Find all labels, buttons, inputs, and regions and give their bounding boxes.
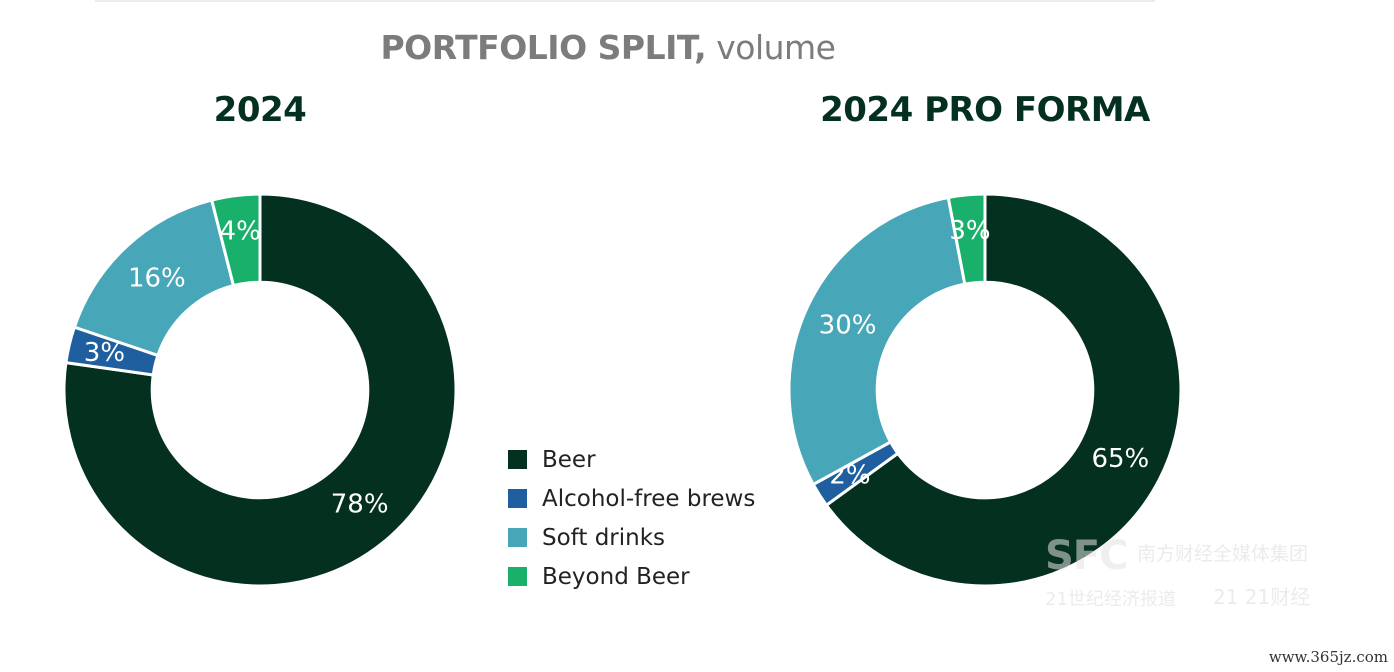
legend-swatch-beer — [508, 450, 527, 469]
donut-slice-soft-drinks — [787, 195, 967, 486]
watermark-line-2: 21世纪经济报道 — [1045, 589, 1176, 610]
watermark-line-1: 南方财经全媒体集团 — [1137, 543, 1309, 565]
legend-swatch-beyond-beer — [508, 567, 527, 586]
top-divider — [95, 0, 1155, 2]
data-label-soft-drinks: 30% — [819, 310, 877, 340]
legend-item-soft-drinks: Soft drinks — [508, 518, 755, 557]
donut-slice-beer — [62, 192, 458, 588]
chart-title-2024-pro-forma: 2024 PRO FORMA — [820, 90, 1150, 130]
legend-label-soft-drinks: Soft drinks — [542, 524, 666, 551]
legend-label-beyond-beer: Beyond Beer — [542, 563, 690, 590]
data-label-beyond-beer: 4% — [220, 216, 261, 246]
data-label-beer: 65% — [1091, 444, 1149, 474]
page-title-rest: volume — [706, 28, 836, 67]
donut-slice-beer — [824, 192, 1183, 588]
chart-legend: Beer Alcohol-free brews Soft drinks Beyo… — [508, 440, 755, 596]
donut-slice-beyond-beer — [946, 192, 987, 286]
watermark: SFC 南方财经全媒体集团 21世纪经济报道 21 21财经 — [1045, 533, 1345, 623]
legend-item-beer: Beer — [508, 440, 755, 479]
page-title: PORTFOLIO SPLIT, volume — [0, 28, 1216, 67]
chart-title-2024: 2024 — [213, 90, 307, 130]
legend-swatch-alcohol-free-brews — [508, 489, 527, 508]
legend-swatch-soft-drinks — [508, 528, 527, 547]
watermark-line-3: 21 21财经 — [1213, 585, 1311, 609]
legend-item-beyond-beer: Beyond Beer — [508, 557, 755, 596]
watermark-logo: SFC — [1045, 533, 1128, 579]
data-label-soft-drinks: 16% — [128, 263, 186, 293]
page-title-bold: PORTFOLIO SPLIT, — [380, 28, 707, 67]
donut-chart-2024: 78%3%16%4% — [62, 192, 458, 588]
data-label-beyond-beer: 3% — [949, 216, 990, 246]
donut-slice-beyond-beer — [210, 192, 262, 288]
data-label-beer: 78% — [331, 490, 389, 520]
legend-label-alcohol-free-brews: Alcohol-free brews — [542, 485, 756, 512]
legend-label-beer: Beer — [542, 446, 596, 473]
site-url: www.365jz.com — [1268, 648, 1388, 666]
legend-item-alcohol-free-brews: Alcohol-free brews — [508, 479, 755, 518]
donut-chart-2024-pro-forma: 65%2%30%3% — [787, 192, 1183, 588]
